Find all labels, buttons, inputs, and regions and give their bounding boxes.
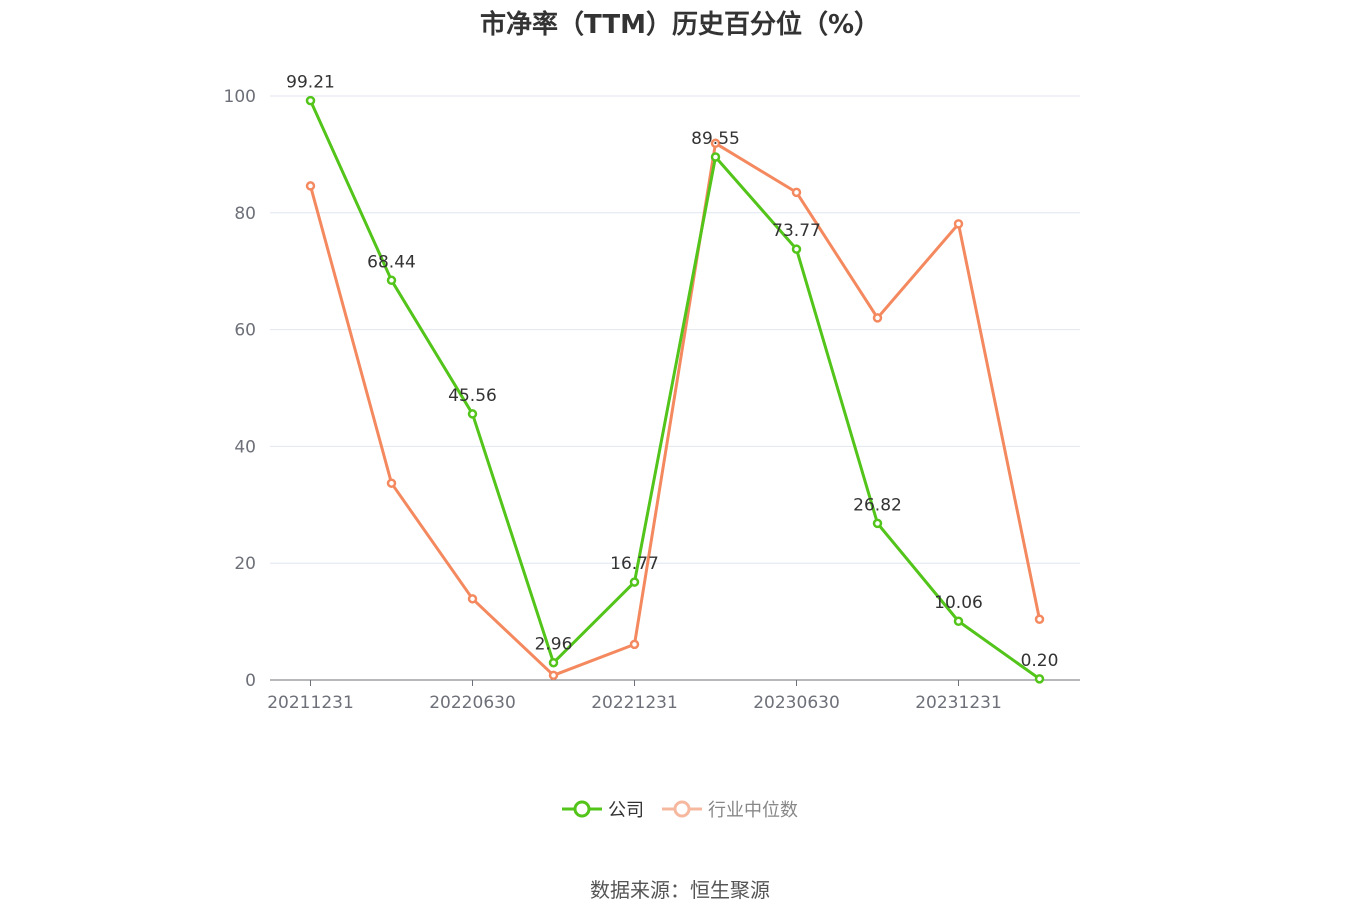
data-point-industry-median [386, 478, 397, 488]
series-line-company [309, 99, 1041, 681]
data-point-company [872, 518, 883, 529]
legend-item-industry-median[interactable]: 行业中位数 [662, 796, 798, 822]
x-tick-label: 20221231 [591, 693, 678, 713]
data-point-company [305, 95, 316, 106]
y-tick-label: 20 [234, 554, 256, 574]
data-label-layer: 99.21 68.44 45.56 2.96 16.77 89.55 73.77 26.82 1… [286, 73, 1058, 671]
y-tick-label: 40 [234, 437, 256, 457]
data-label-company: 26.82 [853, 495, 902, 515]
legend: 公司 行业中位数 [0, 796, 1360, 822]
legend-industry-icon [662, 800, 702, 818]
legend-company-icon [562, 800, 602, 818]
data-point-industry-median [467, 594, 478, 604]
data-point-industry-median [305, 181, 316, 191]
x-tick-label: 20220630 [429, 693, 516, 713]
source-note: 数据来源：恒生聚源 [590, 878, 770, 902]
data-point-company [467, 409, 478, 419]
y-tick-label: 100 [224, 87, 256, 107]
data-point-industry-median [1034, 614, 1045, 625]
data-point-industry-median [548, 670, 559, 681]
data-point-company [791, 244, 802, 254]
x-tick-label: 20230630 [753, 693, 840, 713]
data-point-company [629, 577, 640, 587]
data-point-industry-median [710, 138, 721, 149]
legend-industry-label: 行业中位数 [708, 800, 798, 821]
chart-title: 市净率（TTM）历史百分位（%） [480, 10, 880, 40]
data-point-company [953, 616, 964, 626]
data-point-industry-median [872, 313, 883, 323]
data-point-company [386, 275, 397, 286]
data-point-industry-median [629, 639, 640, 650]
y-tick-label: 60 [234, 321, 256, 341]
series-layer [305, 95, 1045, 684]
series-line-industry-median [309, 141, 1041, 677]
y-tick-label: 0 [245, 671, 256, 691]
data-label-company: 0.20 [1021, 651, 1059, 671]
x-tick-label: 20211231 [267, 693, 354, 713]
data-label-company: 89.55 [691, 129, 740, 149]
axis-layer: 0 20 40 60 80 100 20211231 20220630 20221231 2023… [224, 87, 1080, 713]
data-label-company: 16.77 [610, 554, 659, 574]
legend-company-label: 公司 [608, 800, 644, 821]
data-label-company: 99.21 [286, 73, 335, 93]
y-tick-label: 80 [234, 204, 256, 224]
grid-layer [270, 95, 1080, 564]
x-tick-label: 20231231 [915, 693, 1002, 713]
data-point-company [548, 657, 559, 668]
data-point-company [710, 152, 721, 162]
data-label-company: 2.96 [535, 635, 573, 655]
data-label-company: 45.56 [448, 386, 497, 406]
data-point-industry-median [791, 187, 802, 198]
data-point-company [1034, 674, 1045, 684]
data-label-company: 68.44 [367, 252, 416, 272]
data-point-industry-median [953, 219, 964, 229]
data-label-company: 10.06 [934, 593, 983, 613]
data-label-company: 73.77 [772, 221, 821, 241]
legend-item-company[interactable]: 公司 [562, 796, 644, 822]
